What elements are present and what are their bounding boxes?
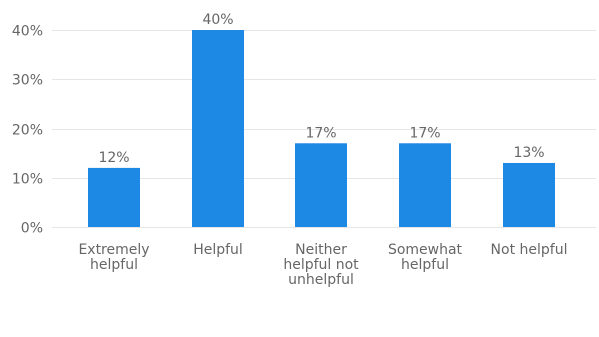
bar <box>399 143 451 227</box>
bar-value-label: 40% <box>202 12 233 28</box>
category-label: Not helpful <box>491 242 568 258</box>
y-tick-label: 0% <box>21 221 43 237</box>
x-axis-category-labels: Extremely helpful Helpful Neither helpful no… <box>78 242 567 288</box>
category-label: Helpful <box>193 242 243 258</box>
y-tick-label: 40% <box>12 24 43 40</box>
y-tick-label: 20% <box>12 123 43 139</box>
category-label: Neither helpful not unhelpful <box>283 242 359 288</box>
bar <box>192 30 244 227</box>
category-label: Somewhat helpful <box>388 242 463 273</box>
bar <box>295 143 347 227</box>
bars <box>88 30 555 227</box>
y-tick-label: 30% <box>12 73 43 89</box>
bar <box>503 162 555 227</box>
data-labels: 12% 40% 17% 17% 13% <box>98 12 544 166</box>
bar-value-label: 17% <box>305 125 336 141</box>
category-label: Extremely helpful <box>78 242 149 273</box>
bar-value-label: 12% <box>98 150 129 166</box>
y-axis-tick-labels: 0% 10% 20% 30% 40% <box>12 24 43 237</box>
bar-value-label: 17% <box>409 125 440 141</box>
bar <box>88 167 140 227</box>
bar-value-label: 13% <box>513 145 544 161</box>
y-tick-label: 10% <box>12 172 43 188</box>
